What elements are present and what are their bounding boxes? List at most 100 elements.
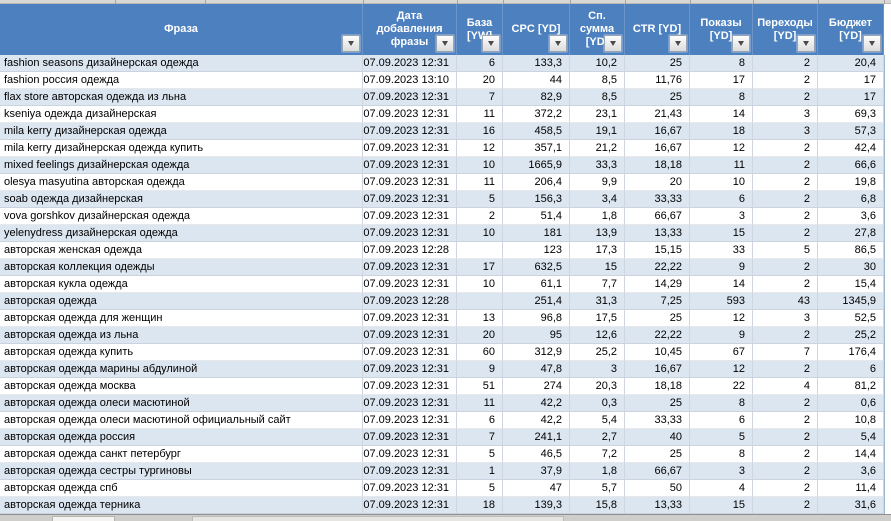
cell-date-added[interactable]: 07.09.2023 12:31 (363, 225, 457, 242)
cell-budget[interactable]: 176,4 (818, 344, 884, 361)
cell-impressions[interactable]: 9 (690, 327, 753, 344)
cell-budget[interactable]: 5,4 (818, 429, 884, 446)
cell-budget[interactable]: 14,4 (818, 446, 884, 463)
cell-ctr[interactable]: 13,33 (625, 225, 690, 242)
cell-date-added[interactable]: 07.09.2023 12:31 (363, 497, 457, 514)
cell-cpc[interactable]: 133,3 (503, 55, 570, 72)
cell-avg-sum[interactable]: 5,4 (570, 412, 625, 429)
cell-ctr[interactable]: 25 (625, 310, 690, 327)
cell-phrase[interactable]: авторская коллекция одежды (0, 259, 363, 276)
cell-base-yw[interactable]: 18 (457, 497, 503, 514)
cell-budget[interactable]: 10,8 (818, 412, 884, 429)
cell-impressions[interactable]: 6 (690, 191, 753, 208)
header-cell-clicks[interactable]: Переходы [YD] (753, 4, 818, 55)
cell-phrase[interactable]: авторская одежда сестры тургиновы (0, 463, 363, 480)
cell-cpc[interactable]: 96,8 (503, 310, 570, 327)
cell-clicks[interactable]: 2 (753, 361, 818, 378)
cell-budget[interactable]: 52,5 (818, 310, 884, 327)
cell-cpc[interactable]: 51,4 (503, 208, 570, 225)
cell-base-yw[interactable]: 20 (457, 72, 503, 89)
cell-date-added[interactable]: 07.09.2023 12:31 (363, 344, 457, 361)
cell-cpc[interactable]: 82,9 (503, 89, 570, 106)
cell-avg-sum[interactable]: 13,9 (570, 225, 625, 242)
cell-cpc[interactable]: 139,3 (503, 497, 570, 514)
cell-avg-sum[interactable]: 20,3 (570, 378, 625, 395)
cell-base-yw[interactable]: 5 (457, 191, 503, 208)
cell-avg-sum[interactable]: 12,6 (570, 327, 625, 344)
cell-base-yw[interactable]: 2 (457, 208, 503, 225)
cell-clicks[interactable]: 3 (753, 310, 818, 327)
cell-ctr[interactable]: 15,15 (625, 242, 690, 259)
cell-ctr[interactable]: 7,25 (625, 293, 690, 310)
cell-clicks[interactable]: 2 (753, 276, 818, 293)
cell-impressions[interactable]: 6 (690, 412, 753, 429)
cell-base-yw[interactable]: 6 (457, 412, 503, 429)
cell-phrase[interactable]: mixed feelings дизайнерская одежда (0, 157, 363, 174)
cell-base-yw[interactable]: 11 (457, 174, 503, 191)
cell-ctr[interactable]: 25 (625, 395, 690, 412)
cell-ctr[interactable]: 18,18 (625, 378, 690, 395)
cell-cpc[interactable]: 37,9 (503, 463, 570, 480)
cell-budget[interactable]: 15,4 (818, 276, 884, 293)
cell-impressions[interactable]: 12 (690, 140, 753, 157)
cell-date-added[interactable]: 07.09.2023 12:31 (363, 208, 457, 225)
header-cell-impressions[interactable]: Показы [YD] (690, 4, 753, 55)
cell-cpc[interactable]: 46,5 (503, 446, 570, 463)
cell-ctr[interactable]: 21,43 (625, 106, 690, 123)
cell-date-added[interactable]: 07.09.2023 12:31 (363, 378, 457, 395)
cell-impressions[interactable]: 15 (690, 225, 753, 242)
cell-ctr[interactable]: 40 (625, 429, 690, 446)
filter-button-avg-sum[interactable] (604, 35, 622, 52)
cell-ctr[interactable]: 25 (625, 55, 690, 72)
cell-cpc[interactable]: 372,2 (503, 106, 570, 123)
cell-date-added[interactable]: 07.09.2023 12:31 (363, 429, 457, 446)
cell-base-yw[interactable]: 6 (457, 55, 503, 72)
cell-cpc[interactable]: 241,1 (503, 429, 570, 446)
filter-button-ctr[interactable] (669, 35, 687, 52)
cell-cpc[interactable]: 42,2 (503, 395, 570, 412)
cell-phrase[interactable]: yelenydress дизайнерская одежда (0, 225, 363, 242)
cell-cpc[interactable]: 42,2 (503, 412, 570, 429)
cell-phrase[interactable]: kseniya одежда дизайнерская (0, 106, 363, 123)
cell-avg-sum[interactable]: 15,8 (570, 497, 625, 514)
cell-impressions[interactable]: 18 (690, 123, 753, 140)
cell-cpc[interactable]: 47,8 (503, 361, 570, 378)
cell-base-yw[interactable]: 11 (457, 395, 503, 412)
cell-budget[interactable]: 6 (818, 361, 884, 378)
cell-date-added[interactable]: 07.09.2023 12:31 (363, 361, 457, 378)
cell-phrase[interactable]: soab одежда дизайнерская (0, 191, 363, 208)
cell-ctr[interactable]: 22,22 (625, 327, 690, 344)
cell-clicks[interactable]: 3 (753, 123, 818, 140)
header-cell-ctr[interactable]: CTR [YD] (625, 4, 690, 55)
cell-budget[interactable]: 27,8 (818, 225, 884, 242)
cell-cpc[interactable]: 1665,9 (503, 157, 570, 174)
cell-avg-sum[interactable]: 9,9 (570, 174, 625, 191)
cell-clicks[interactable]: 2 (753, 480, 818, 497)
cell-date-added[interactable]: 07.09.2023 12:31 (363, 276, 457, 293)
cell-budget[interactable]: 17 (818, 89, 884, 106)
header-cell-base-yw[interactable]: База [YW] (457, 4, 503, 55)
cell-base-yw[interactable] (457, 242, 503, 259)
cell-clicks[interactable]: 4 (753, 378, 818, 395)
cell-clicks[interactable]: 3 (753, 106, 818, 123)
cell-base-yw[interactable]: 10 (457, 157, 503, 174)
cell-date-added[interactable]: 07.09.2023 12:31 (363, 140, 457, 157)
cell-impressions[interactable]: 12 (690, 310, 753, 327)
header-cell-avg-sum[interactable]: Сп. сумма [YD] (570, 4, 625, 55)
cell-impressions[interactable]: 5 (690, 429, 753, 446)
cell-budget[interactable]: 42,4 (818, 140, 884, 157)
cell-impressions[interactable]: 593 (690, 293, 753, 310)
cell-date-added[interactable]: 07.09.2023 12:28 (363, 242, 457, 259)
cell-budget[interactable]: 31,6 (818, 497, 884, 514)
cell-clicks[interactable]: 2 (753, 157, 818, 174)
cell-clicks[interactable]: 2 (753, 327, 818, 344)
cell-phrase[interactable]: авторская одежда спб (0, 480, 363, 497)
cell-phrase[interactable]: авторская женская одежда (0, 242, 363, 259)
cell-base-yw[interactable] (457, 293, 503, 310)
cell-date-added[interactable]: 07.09.2023 12:28 (363, 293, 457, 310)
cell-avg-sum[interactable]: 1,8 (570, 463, 625, 480)
cell-clicks[interactable]: 2 (753, 72, 818, 89)
cell-impressions[interactable]: 11 (690, 157, 753, 174)
cell-budget[interactable]: 86,5 (818, 242, 884, 259)
cell-ctr[interactable]: 14,29 (625, 276, 690, 293)
